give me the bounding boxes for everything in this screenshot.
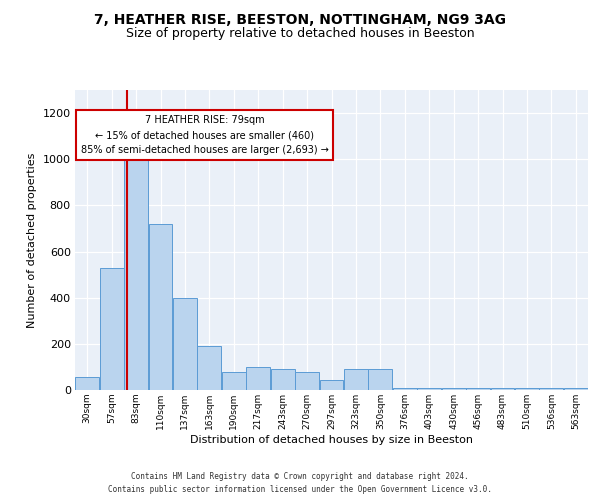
Bar	[466, 388, 490, 390]
Bar	[295, 372, 319, 390]
Bar	[173, 298, 197, 390]
Bar	[344, 369, 368, 390]
Bar	[197, 346, 221, 390]
Bar	[564, 388, 588, 390]
Bar	[100, 268, 124, 390]
Text: 7 HEATHER RISE: 79sqm
← 15% of detached houses are smaller (460)
85% of semi-det: 7 HEATHER RISE: 79sqm ← 15% of detached …	[80, 115, 328, 155]
Text: Size of property relative to detached houses in Beeston: Size of property relative to detached ho…	[125, 28, 475, 40]
Bar	[75, 378, 99, 390]
Bar	[393, 388, 417, 390]
Bar	[442, 388, 466, 390]
Bar	[515, 388, 539, 390]
Bar	[222, 372, 246, 390]
Text: 7, HEATHER RISE, BEESTON, NOTTINGHAM, NG9 3AG: 7, HEATHER RISE, BEESTON, NOTTINGHAM, NG…	[94, 12, 506, 26]
Bar	[271, 369, 295, 390]
Text: Contains HM Land Registry data © Crown copyright and database right 2024.
Contai: Contains HM Land Registry data © Crown c…	[108, 472, 492, 494]
X-axis label: Distribution of detached houses by size in Beeston: Distribution of detached houses by size …	[190, 434, 473, 444]
Bar	[491, 388, 514, 390]
Bar	[320, 380, 343, 390]
Bar	[539, 388, 563, 390]
Bar	[368, 369, 392, 390]
Bar	[417, 388, 441, 390]
Y-axis label: Number of detached properties: Number of detached properties	[27, 152, 37, 328]
Bar	[124, 159, 148, 390]
Bar	[246, 367, 270, 390]
Bar	[149, 224, 172, 390]
